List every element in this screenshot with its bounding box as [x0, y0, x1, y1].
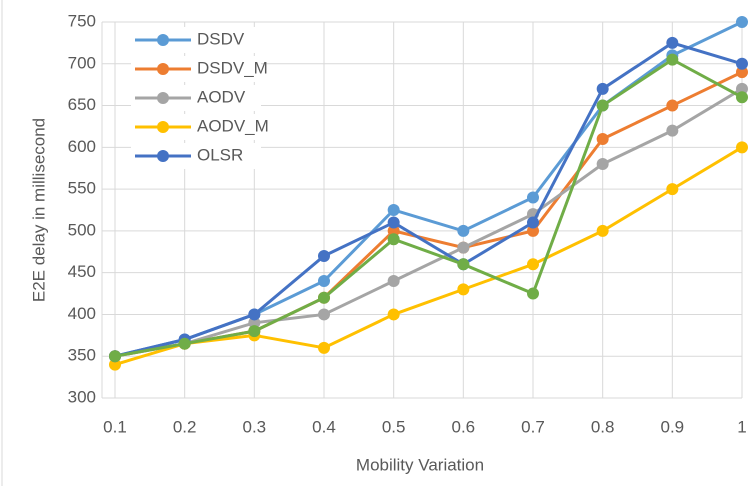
point: [736, 16, 748, 28]
point: [527, 224, 539, 237]
point: [736, 66, 748, 79]
point: [109, 358, 121, 371]
series-line: [114, 87, 743, 358]
point: [457, 224, 470, 237]
legend-label: AODV_M: [197, 116, 269, 135]
legend-marker: [157, 63, 169, 75]
legend-label: DSDV: [197, 29, 245, 48]
point: [318, 249, 330, 262]
y-tick-label: 450: [68, 262, 96, 281]
point: [248, 316, 261, 329]
y-tick-label: 750: [68, 11, 96, 30]
point: [596, 82, 609, 95]
point: [596, 158, 609, 171]
point: [387, 224, 400, 237]
x-tick-label: 0.7: [521, 417, 545, 436]
x-tick-label: 0.4: [312, 417, 336, 436]
x-tick-label: 0.9: [661, 417, 685, 436]
point: [387, 204, 400, 216]
legend-label: OLSR: [197, 145, 243, 164]
y-tick-label: 550: [68, 179, 96, 198]
series-line: [114, 41, 743, 358]
point: [527, 258, 539, 271]
y-tick-label: 650: [68, 95, 96, 114]
point: [387, 308, 400, 321]
legend-marker: [157, 92, 169, 104]
point: [596, 132, 609, 145]
y-tick-label: 700: [68, 53, 96, 72]
point: [736, 141, 748, 154]
x-tick-label: 0.2: [173, 417, 197, 436]
point: [318, 308, 330, 321]
x-tick-label: 1: [737, 417, 746, 436]
y-tick-label: 350: [68, 346, 96, 365]
legend-label: AODV: [197, 87, 246, 106]
point: [387, 275, 400, 288]
y-tick-label: 600: [68, 137, 96, 156]
point: [387, 216, 400, 229]
series-line: [114, 146, 743, 367]
x-tick-label: 0.3: [243, 417, 267, 436]
legend-marker: [157, 121, 169, 133]
point: [736, 91, 748, 104]
x-tick-label: 0.1: [103, 417, 127, 436]
point: [596, 224, 609, 237]
point: [318, 275, 330, 288]
point: [736, 57, 748, 70]
point: [527, 287, 539, 300]
point: [666, 99, 679, 112]
point: [666, 183, 679, 196]
point: [318, 341, 330, 354]
point: [527, 191, 539, 204]
point: [666, 36, 679, 49]
point: [248, 308, 261, 321]
point: [596, 99, 609, 112]
x-tick-label: 0.6: [452, 417, 476, 436]
point: [387, 233, 400, 246]
point: [248, 325, 261, 338]
y-tick-label: 300: [68, 387, 96, 406]
legend-marker: [157, 150, 169, 162]
point: [457, 258, 470, 271]
x-tick-label: 0.8: [591, 417, 615, 436]
y-tick-label: 500: [68, 220, 96, 239]
y-tick-label: 400: [68, 304, 96, 323]
point: [736, 82, 748, 95]
point: [109, 350, 121, 363]
point: [318, 291, 330, 304]
point: [666, 53, 679, 66]
legend-marker: [157, 34, 169, 46]
x-axis-title: Mobility Variation: [356, 455, 484, 474]
point: [666, 124, 679, 137]
series-line: [114, 57, 743, 358]
point: [178, 337, 191, 350]
legend-label: DSDV_M: [197, 58, 268, 77]
y-axis-title: E2E delay in millisecond: [29, 118, 48, 302]
point: [527, 216, 539, 229]
point: [457, 283, 470, 296]
point: [457, 241, 470, 254]
x-tick-label: 0.5: [382, 417, 406, 436]
